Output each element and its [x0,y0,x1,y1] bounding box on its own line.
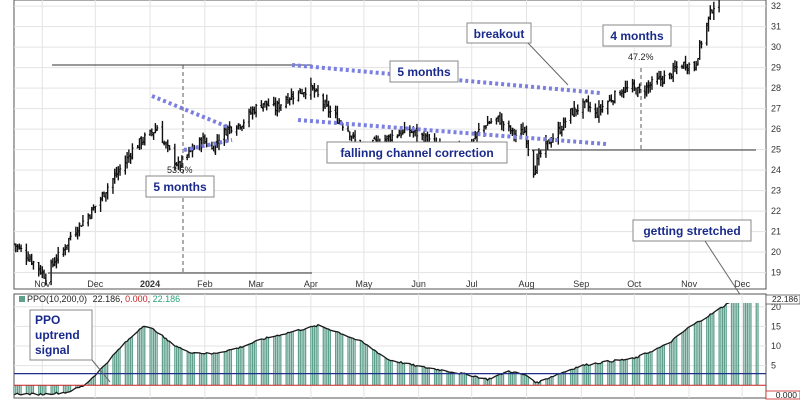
price-y-tick: 31 [771,22,781,32]
ppo-signal-line-1: PPO [35,313,60,327]
price-x-tick: Sep [573,279,589,289]
ppo-signal-line-2: uptrend [35,328,80,342]
ppo-legend-swatch [19,296,25,302]
price-y-tick: 30 [771,42,781,52]
price-x-tick: Apr [304,279,318,289]
ppo-panel: 5 10 15 20 PPO(10,200,0) 22.186, 0.000, 22.… [13,293,800,400]
price-y-axis: 19 20 21 22 23 24 25 26 27 28 29 30 31 32 [771,1,781,278]
label-5-months-left: 5 months [145,175,215,198]
ppo-y-tick: 10 [771,341,781,351]
price-x-tick: Oct [627,279,642,289]
ppo-zero-tag-text: 0.000 [776,390,798,400]
ppo-legend: PPO(10,200,0) 22.186, 0.000, 22.186 [19,294,180,304]
ppo-y-tick: 5 [771,361,776,371]
price-x-tick: Jun [411,279,426,289]
price-x-tick: Nov [34,279,51,289]
percent-label-2: 47.2% [628,52,654,62]
price-y-tick: 29 [771,63,781,73]
price-y-tick: 28 [771,83,781,93]
label-ppo-signal-text: PPO uptrend signal [35,313,83,357]
price-bars [14,0,720,286]
price-panel: 19 20 21 22 23 24 25 26 27 28 29 30 31 32 Nov Dec 2024 F… [13,0,781,297]
ppo-value-tag: 22.186 [765,294,800,305]
label-channel-correction: fallinng channel correction [326,141,508,164]
ppo-value-tag-text: 22.186 [772,294,798,304]
channel-lines [151,63,607,152]
label-5-months-channel: 5 months [389,60,459,83]
label-5-months-channel-text: 5 months [397,65,451,79]
price-x-tick: Jul [466,279,478,289]
ppo-line [14,303,731,396]
price-y-tick: 32 [771,1,781,11]
ppo-legend-sep-2: , [148,294,153,304]
ppo-area [14,303,766,396]
price-x-tick: Feb [197,279,213,289]
label-5-months-left-text: 5 months [153,180,207,194]
price-x-tick: May [355,279,373,289]
label-getting-stretched: getting stretched [632,219,752,297]
label-channel-correction-text: fallinng channel correction [340,146,493,160]
ppo-y-tick: 20 [771,302,781,312]
ppo-legend-value-3: 22.186 [153,294,181,304]
ppo-legend-value-2: 0.000 [125,294,148,304]
ppo-y-tick: 15 [771,321,781,331]
price-x-tick: 2024 [140,279,160,289]
label-ppo-signal: PPO uptrend signal [29,309,111,383]
ppo-signal-pointer [91,359,111,383]
price-x-tick: Aug [518,279,534,289]
price-x-tick: Mar [248,279,264,289]
label-breakout-text: breakout [474,27,525,41]
stretched-pointer [704,240,742,297]
price-y-tick: 25 [771,145,781,155]
price-x-tick: Dec [734,279,751,289]
price-y-tick: 20 [771,247,781,257]
price-x-tick: Nov [681,279,698,289]
price-y-tick: 26 [771,124,781,134]
label-getting-stretched-text: getting stretched [643,224,740,238]
svg-text:PPO(10,200,0) 22.186,: PPO(10,200,0) 22.186, 0.000, 22.186 [27,294,180,304]
ppo-zero-tag: 0.000 [765,390,800,400]
ppo-legend-sep-1: , [120,294,125,304]
flag-upper-line [151,94,229,129]
price-x-axis: Nov Dec 2024 Feb Mar Apr May Jun Jul Aug Sep Oct Nov… [34,279,750,289]
breakout-pointer [527,42,569,86]
percent-label-1: 53.6% [167,165,193,175]
price-y-tick: 22 [771,206,781,216]
ppo-legend-name: PPO(10,200,0) [27,294,87,304]
price-y-tick: 19 [771,268,781,278]
price-y-tick: 23 [771,186,781,196]
label-4-months-text: 4 months [610,29,664,43]
price-x-tick: Dec [87,279,104,289]
price-y-tick: 27 [771,104,781,114]
ppo-signal-line-3: signal [35,343,70,357]
price-y-tick: 24 [771,165,781,175]
ppo-legend-value-1: 22.186 [93,294,121,304]
label-4-months: 4 months [602,24,672,47]
price-y-tick: 21 [771,227,781,237]
ppo-y-axis: 5 10 15 20 [771,302,781,371]
flag-lower-line [183,138,233,152]
label-breakout: breakout [466,22,569,86]
